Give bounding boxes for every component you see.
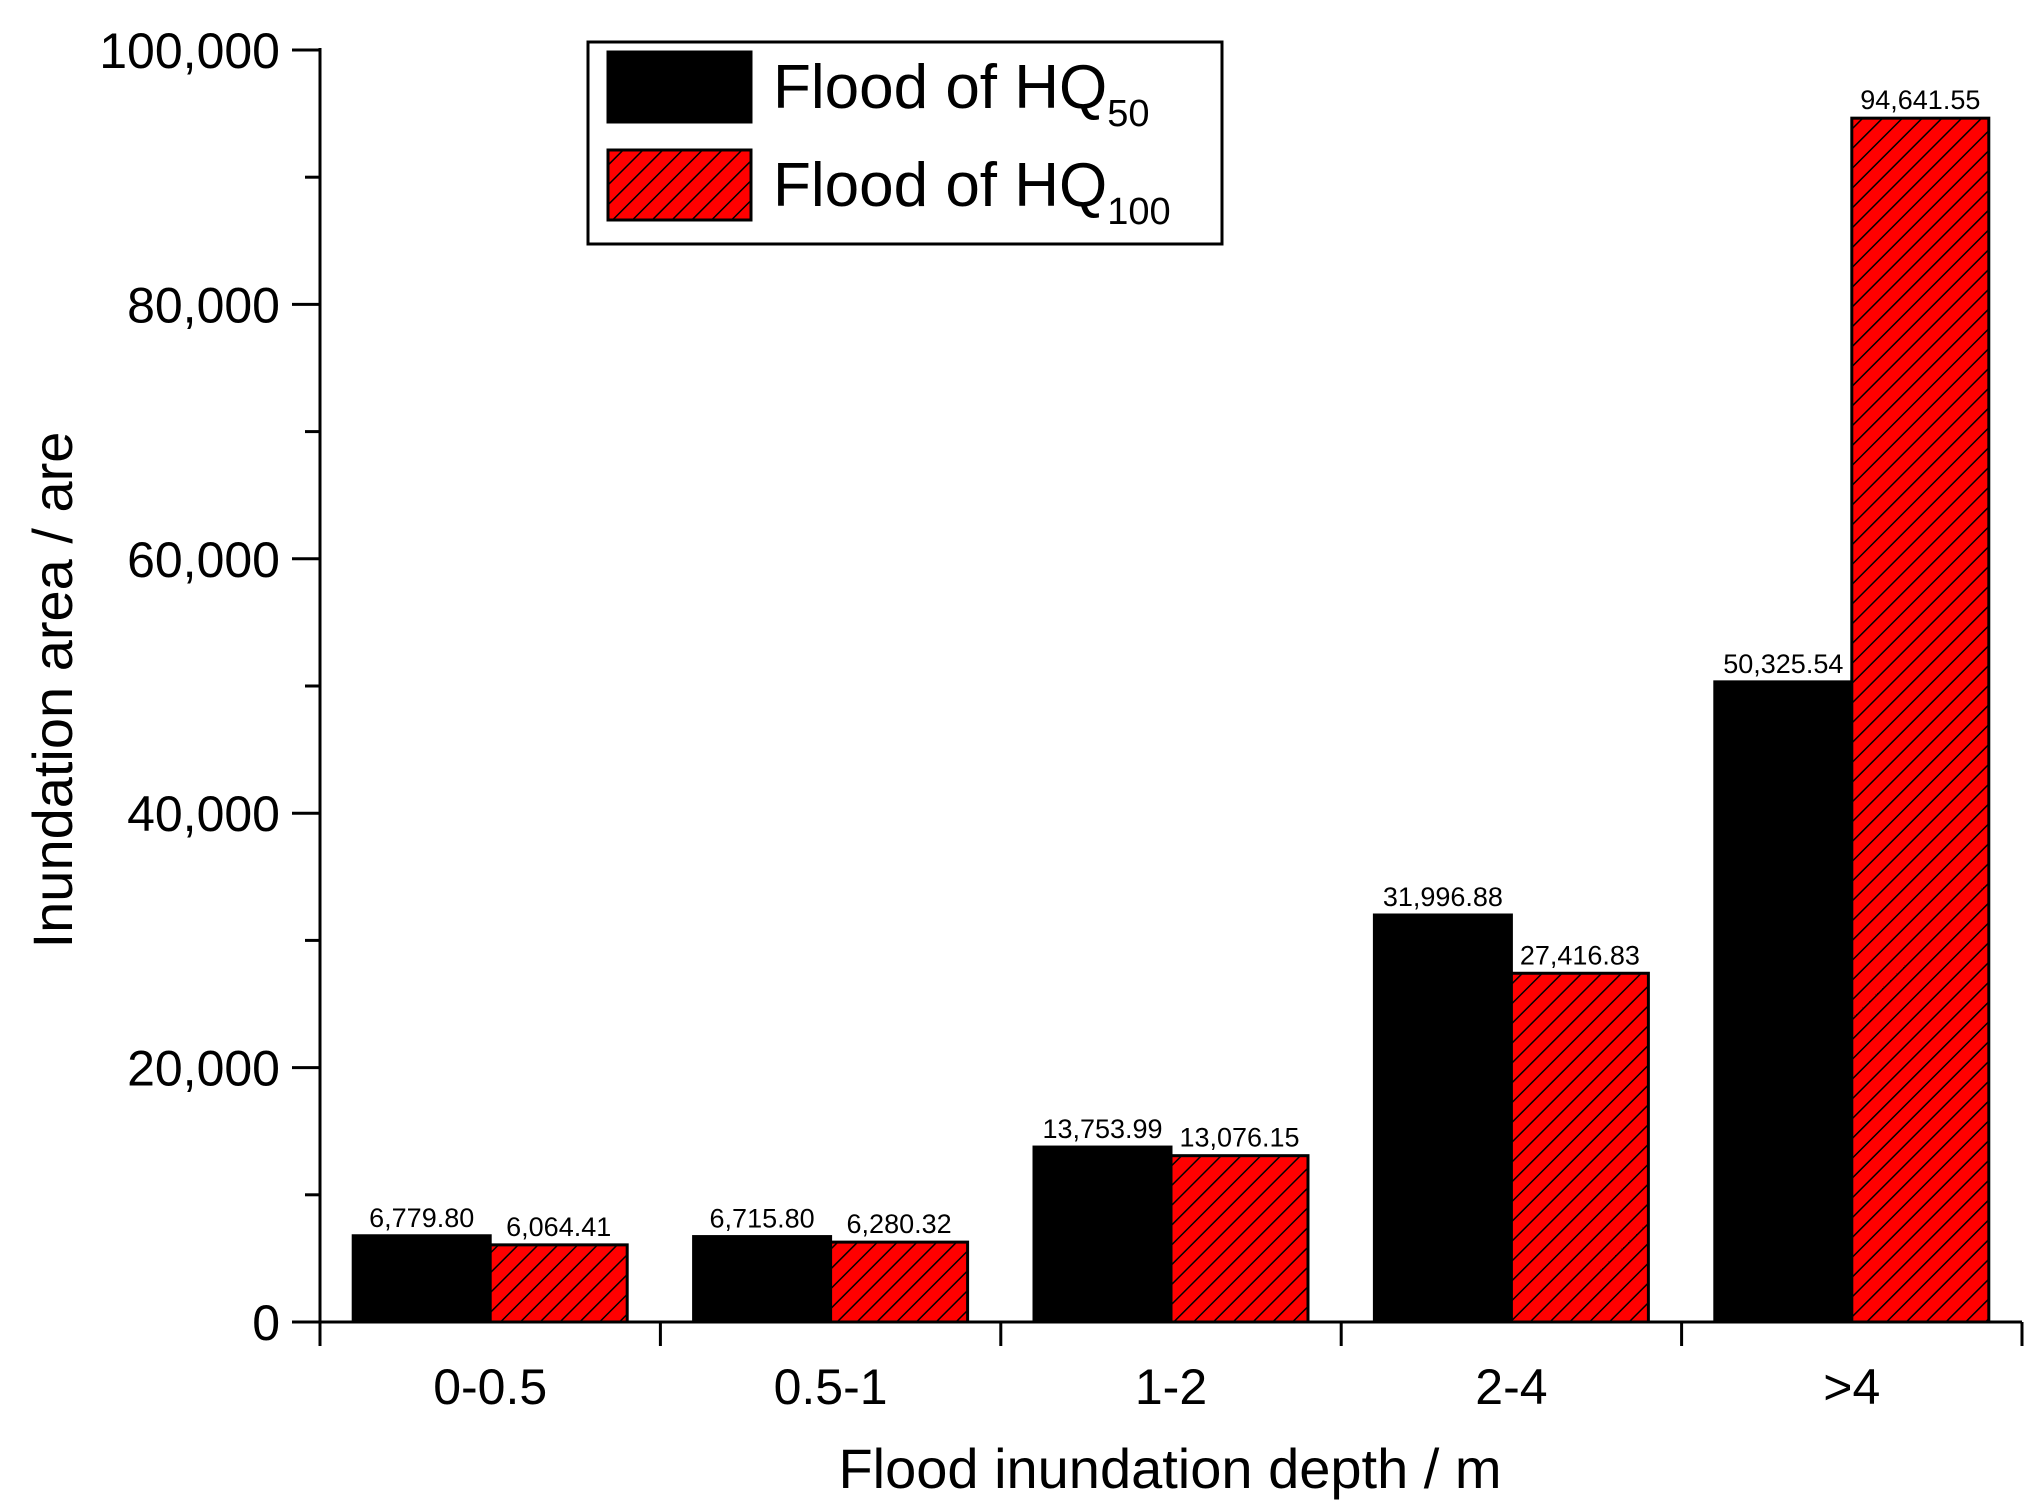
legend-swatch-hq50 <box>606 50 753 124</box>
data-label-hq50-1: 6,715.80 <box>710 1204 815 1234</box>
data-labels-layer: 6,779.80 6,715.80 13,753.99 31,996.88 50,325… <box>369 85 1980 1242</box>
data-label-hq100-4: 94,641.55 <box>1860 85 1980 115</box>
x-tick-label: 0-0.5 <box>433 1359 547 1415</box>
bar-hq100-4 <box>1850 116 1991 1324</box>
legend-label-hq100: Flood of HQ100 <box>773 151 1171 233</box>
y-tick-label: 0 <box>252 1295 280 1351</box>
legend-label-hq50: Flood of HQ50 <box>773 53 1150 135</box>
x-axis-title: Flood inundation depth / m <box>838 1437 1501 1500</box>
y-tick-label: 40,000 <box>127 786 280 842</box>
data-label-hq50-0: 6,779.80 <box>369 1203 474 1233</box>
data-label-hq100-1: 6,280.32 <box>847 1209 952 1239</box>
y-tick-label: 20,000 <box>127 1041 280 1097</box>
data-label-hq50-4: 50,325.54 <box>1723 649 1843 679</box>
y-tick-label: 80,000 <box>127 277 280 333</box>
legend-swatch-hq100 <box>606 148 753 222</box>
data-label-hq100-3: 27,416.83 <box>1520 940 1640 970</box>
bar-hq100-2 <box>1169 1154 1310 1324</box>
bar-hq50-3 <box>1372 913 1513 1324</box>
x-tick-label: 2-4 <box>1475 1359 1547 1415</box>
bar-hq50-2 <box>1032 1145 1173 1324</box>
x-tick-label: 1-2 <box>1135 1359 1207 1415</box>
data-label-hq100-0: 6,064.41 <box>506 1212 611 1242</box>
data-label-hq50-2: 13,753.99 <box>1042 1114 1162 1144</box>
y-axis-title: Inundation area / are <box>21 432 84 949</box>
data-label-hq100-2: 13,076.15 <box>1179 1123 1299 1153</box>
data-label-hq50-3: 31,996.88 <box>1383 882 1503 912</box>
y-tick-label: 100,000 <box>99 23 280 79</box>
axes-layer: 0 20,000 40,000 60,000 80,000 100,000 0-0.5 0.5… <box>99 23 2024 1415</box>
x-tick-label: >4 <box>1823 1359 1880 1415</box>
bar-hq100-3 <box>1509 971 1650 1324</box>
bar-hq50-0 <box>351 1234 492 1324</box>
x-tick-label: 0.5-1 <box>774 1359 888 1415</box>
legend: Flood of HQ50 Flood of HQ100 <box>586 40 1224 246</box>
bars-layer <box>351 116 1991 1324</box>
bar-hq50-4 <box>1713 680 1854 1324</box>
bar-hq50-1 <box>692 1235 833 1324</box>
bar-hq100-1 <box>829 1240 970 1324</box>
bar-hq100-0 <box>488 1243 629 1324</box>
y-tick-label: 60,000 <box>127 532 280 588</box>
